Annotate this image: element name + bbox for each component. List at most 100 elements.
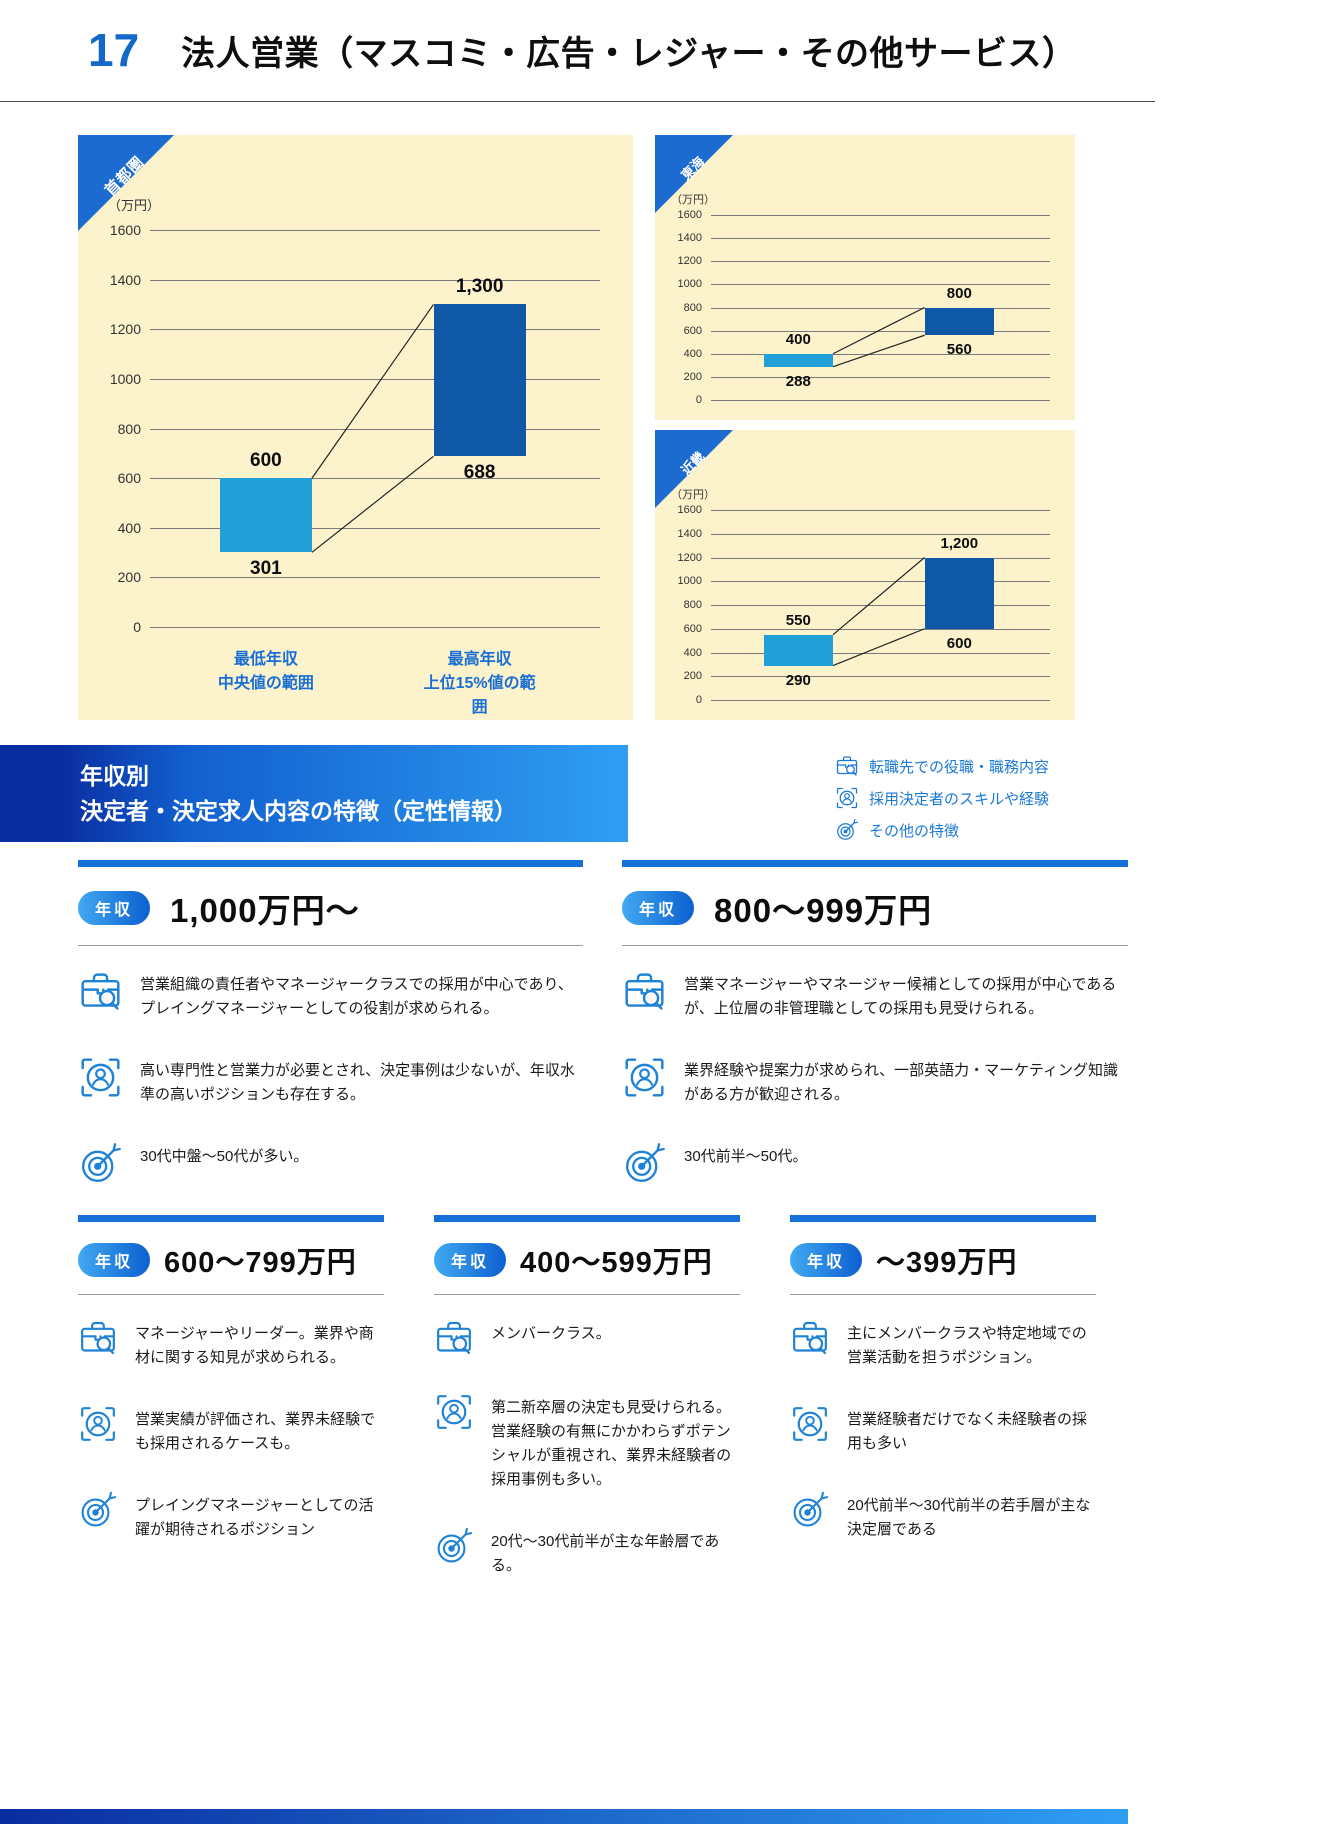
y-axis-tick-label: 1000	[677, 575, 702, 588]
gridline	[711, 307, 1050, 309]
feature-text: 業界経験や提案力が求められ、一部英語力・マーケティング知識がある方が歓迎される。	[684, 1062, 1118, 1103]
y-axis-tick-label: 600	[117, 470, 141, 487]
salary-range-title: ～399万円	[876, 1247, 1018, 1279]
hired-person-icon	[835, 786, 859, 810]
gridline	[711, 284, 1050, 286]
gridline	[711, 238, 1050, 240]
icon-legend: 転職先での役職・職務内容 採用決定者のスキルや経験 その他の特徴	[835, 754, 1049, 842]
hired-person-icon	[78, 1404, 118, 1444]
feature-list: 主にメンバークラスや特定地域での営業活動を担うポジション。 営業経験者だけでなく…	[790, 1301, 1096, 1559]
briefcase-search-icon	[790, 1318, 830, 1358]
section-head: 年収 400～599万円	[434, 1239, 740, 1281]
section-divider	[78, 1294, 384, 1295]
legend-item-other: その他の特徴	[835, 818, 1049, 842]
y-axis-tick-label: 0	[695, 694, 702, 706]
y-axis-tick-label: 800	[683, 301, 702, 314]
feature-list: マネージャーやリーダー。業界や商材に関する知見が求められる。 営業実績が評価され…	[78, 1301, 384, 1559]
section-top-bar	[78, 860, 583, 867]
section-head: 年収 ～399万円	[790, 1239, 1096, 1281]
legend-label: 採用決定者のスキルや経験	[869, 790, 1050, 808]
y-axis-tick-label: 1000	[677, 278, 702, 291]
salary-section-1000-plus: 年収 1,000万円～ 営業組織の責任者やマネージャークラスでの採用が中心であり…	[78, 860, 583, 1203]
gridline	[150, 378, 600, 380]
section-head: 年収 1,000万円～	[78, 884, 583, 932]
salary-section-under-399: 年収 ～399万円 主にメンバークラスや特定地域での営業活動を担うポジション。 …	[790, 1215, 1096, 1595]
hired-person-icon	[790, 1404, 830, 1444]
section-divider	[790, 1294, 1096, 1295]
section-top-bar	[434, 1215, 740, 1222]
gridline	[711, 330, 1050, 332]
feature-skill-item: 第二新卒層の決定も見受けられる。営業経験の有無にかかわらずポテンシャルが重視され…	[434, 1375, 740, 1509]
section-head: 年収 800～999万円	[622, 884, 1128, 932]
target-arrow-icon	[622, 1141, 667, 1186]
y-axis-unit-label: （万円）	[108, 198, 161, 213]
bar-value-label: 560	[946, 341, 972, 359]
legend-label: その他の特徴	[869, 822, 960, 840]
range-connector-lines	[311, 304, 434, 553]
gridline	[711, 353, 1050, 355]
gridline	[150, 627, 600, 628]
gridline	[150, 428, 600, 430]
target-arrow-icon	[790, 1490, 830, 1530]
feature-text: 主にメンバークラスや特定地域での営業活動を担うポジション。	[847, 1325, 1087, 1366]
legend-item-skill: 採用決定者のスキルや経験	[835, 786, 1049, 810]
nenshu-badge: 年収	[434, 1243, 507, 1277]
gridline	[711, 510, 1050, 511]
feature-text: 営業経験者だけでなく未経験者の採用も多い	[847, 1411, 1088, 1452]
briefcase-search-icon	[835, 754, 859, 778]
target-arrow-icon	[78, 1141, 123, 1186]
section-divider	[78, 945, 583, 946]
salary-section-600-799: 年収 600～799万円 マネージャーやリーダー。業界や商材に関する知見が求めら…	[78, 1215, 384, 1595]
gridline	[711, 400, 1050, 401]
chart-region-tokai: 東海 （万円） 0 200 400 600 800 1000 1200 1400 1600 400…	[655, 135, 1075, 420]
feature-role-item: 営業組織の責任者やマネージャークラスでの採用が中心であり、プレイングマネージャー…	[78, 952, 583, 1038]
y-axis-tick-label: 1400	[109, 271, 141, 288]
target-arrow-icon	[835, 818, 859, 842]
nenshu-badge: 年収	[790, 1243, 863, 1277]
gridline	[711, 533, 1050, 535]
gridline	[711, 605, 1050, 606]
hired-person-icon	[78, 1055, 123, 1100]
briefcase-search-icon	[434, 1318, 474, 1358]
y-axis-tick-label: 600	[683, 622, 702, 635]
footer-bar	[0, 1809, 1128, 1824]
y-axis-tick-label: 800	[683, 599, 702, 611]
bar-value-label: 290	[785, 671, 811, 689]
y-axis-tick-label: 1600	[677, 209, 702, 221]
salary-range-title: 1,000万円～	[170, 892, 360, 929]
y-axis-tick-label: 1600	[109, 222, 141, 238]
bar-value-label: 400	[785, 330, 811, 348]
bar-value-label: 301	[250, 558, 282, 580]
bar-value-label: 688	[463, 462, 496, 484]
salary-range-bar	[924, 307, 995, 336]
bar-value-label: 288	[785, 372, 811, 390]
gridline	[711, 628, 1050, 630]
y-axis-tick-label: 0	[133, 619, 141, 635]
section-divider	[622, 945, 1128, 946]
bar-value-label: 600	[946, 634, 972, 652]
gridline	[150, 577, 600, 579]
chart-region-shutoken: 首都圏 （万円） 0 200 400 600 800 1000 1200 1400 1600 60…	[78, 135, 633, 720]
salary-sections-row-1: 年収 1,000万円～ 営業組織の責任者やマネージャークラスでの採用が中心であり…	[78, 860, 1128, 1203]
salary-section-800-999: 年収 800～999万円 営業マネージャーやマネージャー候補としての採用が中心で…	[622, 860, 1128, 1203]
feature-text: 高い専門性と営業力が必要とされ、決定事例は少ないが、年収水準の高いポジションも存…	[140, 1062, 575, 1103]
feature-text: 営業組織の責任者やマネージャークラスでの採用が中心であり、プレイングマネージャー…	[140, 976, 573, 1017]
chart-plot: 0 200 400 600 800 1000 1200 1400 1600 600 301 1,300…	[110, 222, 600, 635]
salary-range-title: 400～599万円	[520, 1247, 713, 1279]
nenshu-badge: 年収	[78, 891, 151, 925]
gridline	[711, 676, 1050, 678]
gridline	[711, 261, 1050, 263]
target-arrow-icon	[78, 1490, 118, 1530]
y-axis-unit-label: （万円）	[671, 194, 715, 206]
y-axis-tick-label: 1200	[109, 321, 141, 338]
target-arrow-icon	[434, 1526, 474, 1566]
nenshu-badge: 年収	[78, 1243, 151, 1277]
x-axis-category-label: 最高年収 上位15%値の範囲	[423, 651, 536, 716]
bar-value-label: 1,200	[940, 534, 979, 552]
briefcase-search-icon	[78, 1318, 118, 1358]
section-divider	[434, 1294, 740, 1295]
feature-text: 20代～30代前半が主な年齢層である。	[491, 1533, 720, 1574]
gridline	[150, 329, 600, 331]
feature-text: 30代中盤～50代が多い。	[140, 1148, 309, 1165]
